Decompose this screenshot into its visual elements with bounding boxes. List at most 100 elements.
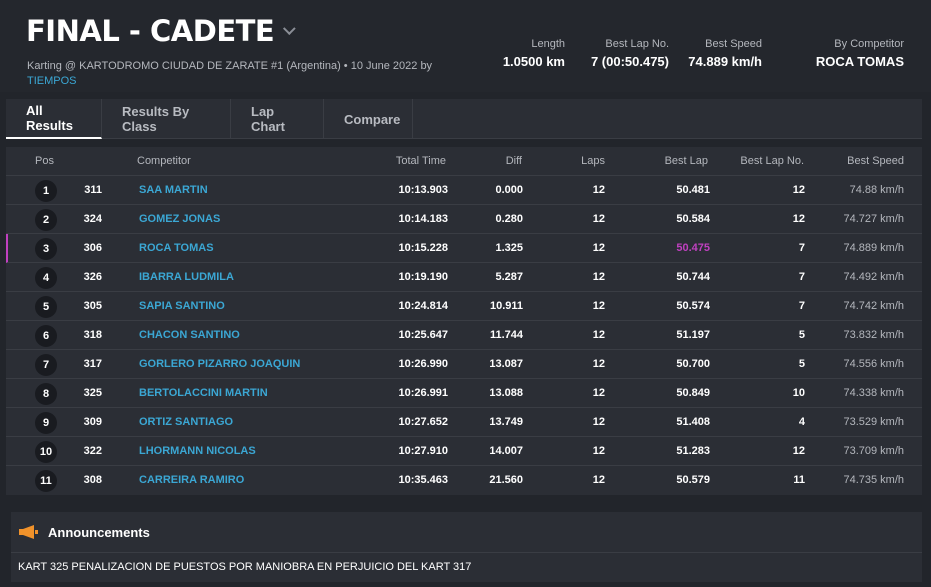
tab-compare[interactable]: Compare [324, 99, 413, 139]
best-lap-no: 12 [792, 213, 805, 225]
laps: 12 [592, 474, 605, 486]
header-best-lap-no[interactable]: Best Lap No. [740, 155, 804, 167]
total-time: 10:14.183 [398, 213, 448, 225]
table-row[interactable]: 6 318 CHACON SANTINO 10:25.647 11.744 12… [6, 321, 922, 350]
laps: 12 [592, 300, 605, 312]
event-header: FINAL - CADETE Karting @ KARTODROMO CIUD… [0, 0, 931, 92]
event-subtitle: Karting @ KARTODROMO CIUDAD DE ZARATE #1… [27, 59, 467, 89]
best-speed: 74.742 km/h [843, 300, 904, 312]
table-row[interactable]: 4 326 IBARRA LUDMILA 10:19.190 5.287 12 … [6, 263, 922, 292]
position-badge: 3 [35, 238, 57, 260]
chevron-down-icon[interactable] [283, 21, 296, 35]
competitor-link[interactable]: CARREIRA RAMIRO [139, 474, 245, 486]
organizer-link[interactable]: TIEMPOS [27, 75, 77, 87]
competitor-link[interactable]: GORLERO PIZARRO JOAQUIN [139, 358, 301, 370]
table-row[interactable]: 2 324 GOMEZ JONAS 10:14.183 0.280 12 50.… [6, 205, 922, 234]
header-best-speed[interactable]: Best Speed [847, 155, 904, 167]
diff: 5.287 [495, 271, 523, 283]
position-badge: 10 [35, 441, 57, 463]
best-lap: 51.408 [676, 416, 710, 428]
diff: 21.560 [489, 474, 523, 486]
kart-number: 306 [83, 242, 102, 254]
table-row[interactable]: 10 322 LHORMANN NICOLAS 10:27.910 14.007… [6, 437, 922, 466]
header-diff[interactable]: Diff [505, 155, 522, 167]
diff: 0.000 [495, 184, 523, 196]
total-time: 10:26.990 [398, 358, 448, 370]
stat-by-competitor-label: By Competitor [834, 38, 904, 50]
best-lap-no: 12 [792, 184, 805, 196]
laps: 12 [592, 445, 605, 457]
laps: 12 [592, 184, 605, 196]
stat-by-competitor: By Competitor ROCA TOMAS [816, 38, 904, 69]
best-lap-no: 7 [798, 242, 805, 254]
competitor-link[interactable]: LHORMANN NICOLAS [139, 445, 256, 457]
diff: 1.325 [495, 242, 523, 254]
table-row[interactable]: 11 308 CARREIRA RAMIRO 10:35.463 21.560 … [6, 466, 922, 495]
event-title[interactable]: FINAL - CADETE [26, 14, 296, 48]
header-total-time[interactable]: Total Time [395, 155, 446, 167]
megaphone-icon [19, 525, 38, 539]
results-tabs: All Results Results By Class Lap Chart C… [6, 99, 922, 139]
best-speed: 74.88 km/h [849, 184, 904, 196]
table-row[interactable]: 9 309 ORTIZ SANTIAGO 10:27.652 13.749 12… [6, 408, 922, 437]
position-badge: 8 [35, 383, 57, 405]
stat-best-lap-no-value: 7 (00:50.475) [590, 54, 669, 69]
table-row[interactable]: 8 325 BERTOLACCINI MARTIN 10:26.991 13.0… [6, 379, 922, 408]
stat-length-value: 1.0500 km [502, 54, 565, 69]
announcement-text: KART 325 PENALIZACION DE PUESTOS POR MAN… [18, 561, 472, 573]
kart-number: 311 [84, 184, 102, 196]
position-badge: 9 [35, 412, 57, 434]
header-best-lap[interactable]: Best Lap [664, 155, 708, 167]
laps: 12 [592, 329, 605, 341]
stat-length: Length 1.0500 km [503, 38, 565, 69]
stat-best-lap-no: Best Lap No. 7 (00:50.475) [591, 38, 669, 69]
header-laps[interactable]: Laps [581, 155, 605, 167]
header-pos[interactable]: Pos [35, 155, 54, 167]
results-table: Pos Competitor Total Time Diff Laps Best… [6, 147, 922, 495]
kart-number: 305 [83, 300, 102, 312]
competitor-link[interactable]: GOMEZ JONAS [139, 213, 221, 225]
table-row[interactable]: 1 311 SAA MARTIN 10:13.903 0.000 12 50.4… [6, 176, 922, 205]
total-time: 10:35.463 [398, 474, 448, 486]
best-lap: 50.574 [676, 300, 710, 312]
best-lap-overall: 50.475 [676, 242, 710, 254]
diff: 14.007 [489, 445, 523, 457]
event-title-text: FINAL - CADETE [26, 14, 275, 48]
table-row[interactable]: 7 317 GORLERO PIZARRO JOAQUIN 10:26.990 … [6, 350, 922, 379]
total-time: 10:25.647 [398, 329, 448, 341]
best-lap-no: 12 [792, 445, 805, 457]
competitor-link[interactable]: SAPIA SANTINO [139, 300, 225, 312]
best-lap-no: 7 [798, 271, 805, 283]
diff: 11.744 [489, 329, 523, 341]
best-lap: 51.283 [676, 445, 710, 457]
table-row-highlighted[interactable]: 3 306 ROCA TOMAS 10:15.228 1.325 12 50.4… [6, 234, 922, 263]
tab-all-results[interactable]: All Results [6, 99, 102, 139]
competitor-link[interactable]: IBARRA LUDMILA [139, 271, 234, 283]
table-row[interactable]: 5 305 SAPIA SANTINO 10:24.814 10.911 12 … [6, 292, 922, 321]
best-speed: 74.889 km/h [843, 242, 904, 254]
header-competitor[interactable]: Competitor [137, 155, 191, 167]
diff: 0.280 [495, 213, 523, 225]
best-lap: 50.700 [676, 358, 710, 370]
best-speed: 74.492 km/h [843, 271, 904, 283]
best-lap: 50.579 [676, 474, 710, 486]
position-badge: 11 [35, 470, 57, 492]
best-lap-no: 7 [798, 300, 805, 312]
competitor-link[interactable]: BERTOLACCINI MARTIN [139, 387, 268, 399]
tab-results-by-class[interactable]: Results By Class [102, 99, 231, 139]
announcements-title: Announcements [48, 525, 150, 540]
competitor-link[interactable]: ORTIZ SANTIAGO [139, 416, 234, 428]
best-lap: 51.197 [676, 329, 710, 341]
tab-lap-chart[interactable]: Lap Chart [231, 99, 324, 139]
competitor-link[interactable]: CHACON SANTINO [139, 329, 240, 341]
competitor-link[interactable]: ROCA TOMAS [139, 242, 214, 254]
kart-number: 318 [83, 329, 102, 341]
best-lap: 50.849 [676, 387, 710, 399]
laps: 12 [592, 271, 605, 283]
best-lap: 50.744 [676, 271, 710, 283]
kart-number: 317 [83, 358, 102, 370]
competitor-link[interactable]: SAA MARTIN [139, 184, 208, 196]
total-time: 10:26.991 [398, 387, 448, 399]
stat-best-speed-value: 74.889 km/h [688, 54, 762, 69]
best-lap-no: 4 [798, 416, 805, 428]
